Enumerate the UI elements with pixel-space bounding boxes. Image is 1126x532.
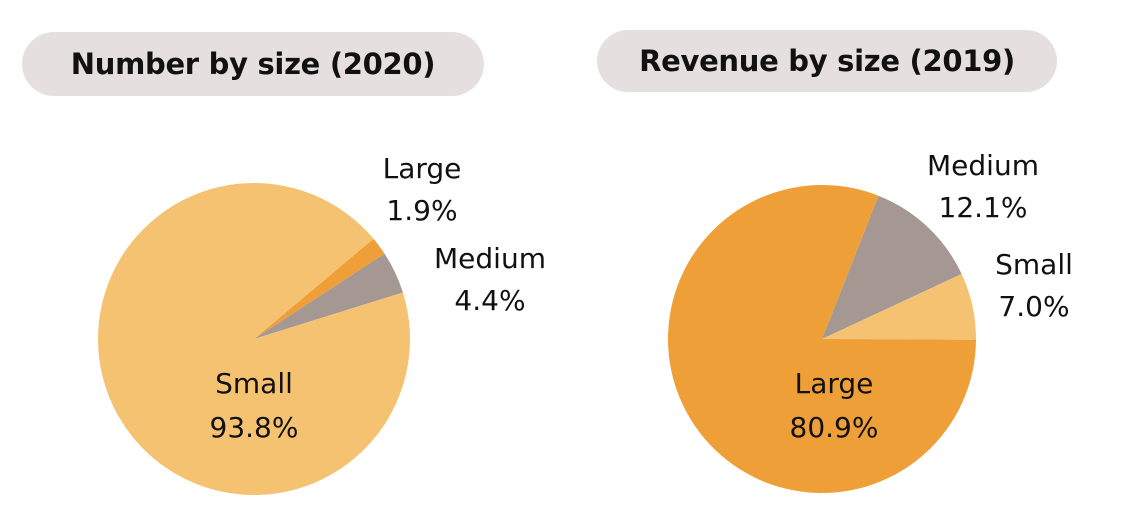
pie-slice-large bbox=[254, 238, 385, 339]
pie-slice-medium bbox=[254, 253, 403, 339]
slice-value-label-medium: 4.4% bbox=[454, 284, 525, 317]
chart-title-number-by-size: Number by size (2020) bbox=[22, 32, 484, 96]
chart-title-revenue-by-size: Revenue by size (2019) bbox=[597, 30, 1057, 92]
pie-slice-small bbox=[98, 183, 411, 496]
slice-category-label-medium: Medium bbox=[434, 242, 546, 275]
slice-category-label-large: Large bbox=[383, 152, 462, 185]
slice-category-label-small: Small bbox=[215, 367, 293, 400]
slice-value-label-small: 93.8% bbox=[210, 411, 299, 444]
slice-value-label-large: 1.9% bbox=[386, 194, 457, 227]
